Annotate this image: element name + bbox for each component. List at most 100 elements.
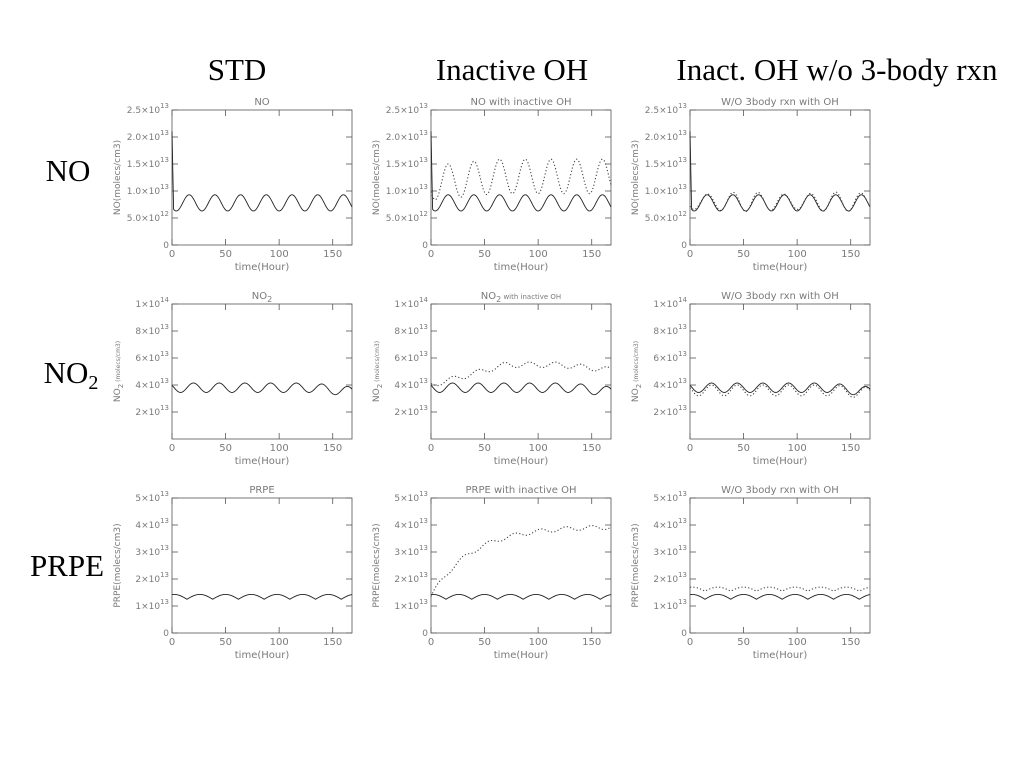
chart-title: PRPE (249, 485, 274, 496)
x-tick-label: 0 (169, 443, 175, 454)
x-tick-label: 150 (841, 443, 860, 454)
y-tick-label: 2.5×1013 (127, 102, 169, 116)
column-header-inactive-oh: Inactive OH (435, 52, 589, 87)
x-tick-label: 50 (737, 443, 750, 454)
y-axis-label: NO(molecs/cm3) (631, 140, 641, 215)
x-tick-label: 0 (687, 637, 693, 648)
x-tick-label: 150 (323, 637, 342, 648)
x-tick-label: 150 (582, 249, 601, 260)
x-tick-label: 50 (737, 637, 750, 648)
plot-frame (430, 303, 612, 440)
plot-frame (689, 303, 871, 440)
y-tick-label: 2.5×1013 (645, 102, 687, 116)
x-axis-label: time(Hour) (494, 456, 549, 467)
x-tick-label: 50 (478, 249, 491, 260)
series-line-solid (430, 131, 612, 212)
y-tick-label: 5×1013 (653, 490, 687, 504)
x-tick-label: 100 (270, 249, 289, 260)
chart-no2-w3body: 0 50 100 150 time(Hour) 2×1013 4×1013 6×1013 8×1… (631, 291, 871, 467)
y-tick-label: 4×1013 (394, 517, 428, 531)
x-tick-label: 150 (582, 637, 601, 648)
chart-no2-inactive-oh: 0 50 100 150 time(Hour) 2×1013 4×1013 6×1013 8×1… (372, 291, 612, 467)
x-axis-label: time(Hour) (753, 456, 808, 467)
x-axis-label: time(Hour) (235, 650, 290, 661)
y-tick-label: 6×1013 (394, 350, 428, 364)
x-tick-label: 100 (270, 637, 289, 648)
series-line-dotted (689, 191, 871, 213)
series-line-solid (171, 131, 353, 212)
plot-frame (689, 109, 871, 246)
x-axis-label: time(Hour) (235, 262, 290, 273)
y-tick-label: 2×1013 (394, 571, 428, 585)
chart-no-inactive-oh: 0 50 100 150 time(Hour) 0 5.0×1012 1.0×1013 1.5×… (372, 97, 612, 273)
y-tick-label: 4×1013 (135, 377, 169, 391)
y-tick-label: 6×1013 (653, 350, 687, 364)
chart-title: NO (254, 97, 269, 108)
y-axis-label: PRPE(molecs/cm3) (372, 523, 382, 607)
y-tick-label: 2.0×1013 (127, 129, 169, 143)
y-tick-label: 5×1013 (135, 490, 169, 504)
chart-title: PRPE with inactive OH (466, 485, 577, 496)
y-tick-label: 0 (681, 629, 687, 639)
y-tick-label: 5.0×1012 (386, 210, 428, 224)
series-line-solid (171, 593, 353, 600)
row-label-no: NO (45, 153, 91, 188)
row-label-prpe: PRPE (29, 548, 105, 583)
chart-prpe-w3body: 0 50 100 150 time(Hour) 0 1×1013 2×1013 3×1013 4×… (631, 485, 871, 661)
y-tick-label: 1.5×1013 (386, 156, 428, 170)
y-tick-label: 1×1014 (653, 296, 687, 310)
y-tick-label: 2×1013 (653, 404, 687, 418)
column-header-std: STD (207, 52, 267, 87)
plot-frame (171, 497, 353, 634)
y-tick-label: 1×1014 (135, 296, 169, 310)
series-line-solid (689, 382, 871, 396)
chart-title: W/O 3body rxn with OH (721, 291, 839, 302)
y-tick-label: 4×1013 (135, 517, 169, 531)
x-tick-label: 0 (169, 637, 175, 648)
chart-prpe-inactive-oh: 0 50 100 150 time(Hour) 0 1×1013 2×1013 3×1013 4×… (372, 485, 612, 661)
y-tick-label: 1×1013 (135, 598, 169, 612)
chart-title: NO with inactive OH (470, 97, 571, 108)
x-tick-label: 100 (529, 249, 548, 260)
x-tick-label: 100 (788, 443, 807, 454)
y-axis-label: NO2 (molecs/cm3) (372, 341, 384, 402)
y-tick-label: 1.0×1013 (127, 183, 169, 197)
y-tick-label: 0 (163, 241, 169, 251)
x-tick-label: 50 (219, 249, 232, 260)
y-tick-label: 2×1013 (394, 404, 428, 418)
plot-frame (689, 497, 871, 634)
x-tick-label: 0 (428, 443, 434, 454)
x-tick-label: 150 (582, 443, 601, 454)
y-tick-label: 0 (422, 629, 428, 639)
y-tick-label: 0 (681, 241, 687, 251)
x-axis-label: time(Hour) (753, 262, 808, 273)
y-axis-label: NO2 (molecs/cm3) (631, 341, 643, 402)
y-tick-label: 4×1013 (394, 377, 428, 391)
chart-no2-std: 0 50 100 150 time(Hour) 2×1013 4×1013 6×1013 8×1… (113, 291, 353, 467)
series-line-solid (689, 593, 871, 600)
x-tick-label: 100 (788, 249, 807, 260)
column-header-no-3body: Inact. OH w/o 3-body rxn (676, 52, 998, 87)
x-tick-label: 50 (219, 443, 232, 454)
y-tick-label: 8×1013 (653, 323, 687, 337)
series-line-solid (430, 593, 612, 600)
y-tick-label: 0 (422, 241, 428, 251)
plot-frame (430, 497, 612, 634)
x-tick-label: 150 (323, 443, 342, 454)
series-line-dotted (430, 361, 612, 387)
y-axis-label: NO2 (molecs/cm3) (113, 341, 125, 402)
x-tick-label: 0 (428, 249, 434, 260)
chart-title: NO2 with inactive OH (481, 291, 561, 304)
chart-title: W/O 3body rxn with OH (721, 485, 839, 496)
x-tick-label: 0 (428, 637, 434, 648)
series-line-solid (171, 382, 353, 396)
x-axis-label: time(Hour) (753, 650, 808, 661)
y-tick-label: 1×1014 (394, 296, 428, 310)
x-axis-label: time(Hour) (235, 456, 290, 467)
y-tick-label: 5.0×1012 (645, 210, 687, 224)
series-line-solid (430, 382, 612, 396)
y-tick-label: 3×1013 (135, 544, 169, 558)
y-tick-label: 1.5×1013 (127, 156, 169, 170)
series-line-dotted (430, 158, 612, 201)
chart-prpe-std: 0 50 100 150 time(Hour) 0 1×1013 2×1013 3×1013 4×… (113, 485, 353, 661)
